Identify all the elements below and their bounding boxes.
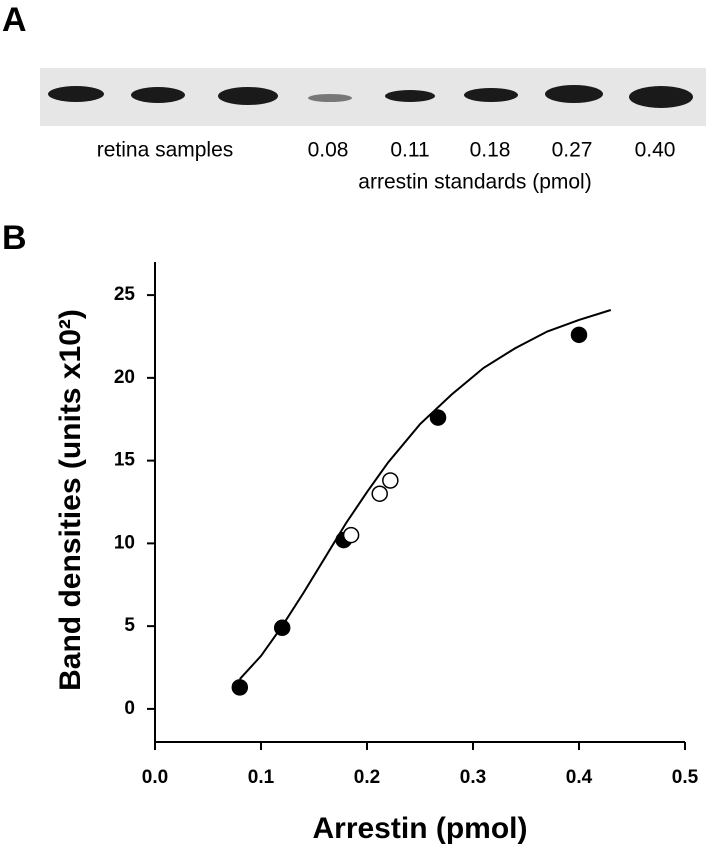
y-tick-label: 20 [114,367,135,388]
band [308,94,352,102]
lane-label: 0.27 [552,139,593,162]
band [48,86,104,102]
blot-caption: arrestin standards (pmol) [358,171,591,194]
x-tick-label: 0.4 [566,767,593,788]
y-tick-label: 15 [114,450,136,471]
x-tick-label: 0.0 [142,767,168,788]
lane-label: 0.40 [635,139,676,162]
band [464,88,518,102]
band [218,87,278,105]
x-tick-label: 0.3 [460,767,486,788]
data-point [231,679,249,696]
data-point [570,326,588,344]
y-axis-title: Band densities (units x10²) [54,309,87,691]
panel-label: A [2,1,27,39]
data-point [429,409,447,426]
panel-label: B [2,219,27,257]
band [545,85,603,103]
band [629,86,693,108]
lane-label: 0.08 [308,139,349,162]
blot-bands [48,85,693,108]
data-point [273,619,291,637]
x-tick-label: 0.2 [354,767,380,788]
y-tick-label: 5 [124,615,135,636]
x-tick-label: 0.5 [672,767,699,788]
lane-label: 0.18 [470,139,511,162]
data-point [342,526,360,544]
band [385,90,435,102]
band [131,87,185,103]
y-tick-label: 10 [114,532,135,553]
group-label: retina samples [97,139,234,162]
data-point [371,485,388,502]
data-point [382,472,399,489]
y-tick-label: 0 [124,698,135,719]
fit-curve [239,309,612,680]
x-tick-label: 0.1 [248,767,275,788]
x-axis-title: Arrestin (pmol) [312,812,527,845]
y-tick-label: 25 [114,284,136,305]
lane-label: 0.11 [390,139,429,162]
